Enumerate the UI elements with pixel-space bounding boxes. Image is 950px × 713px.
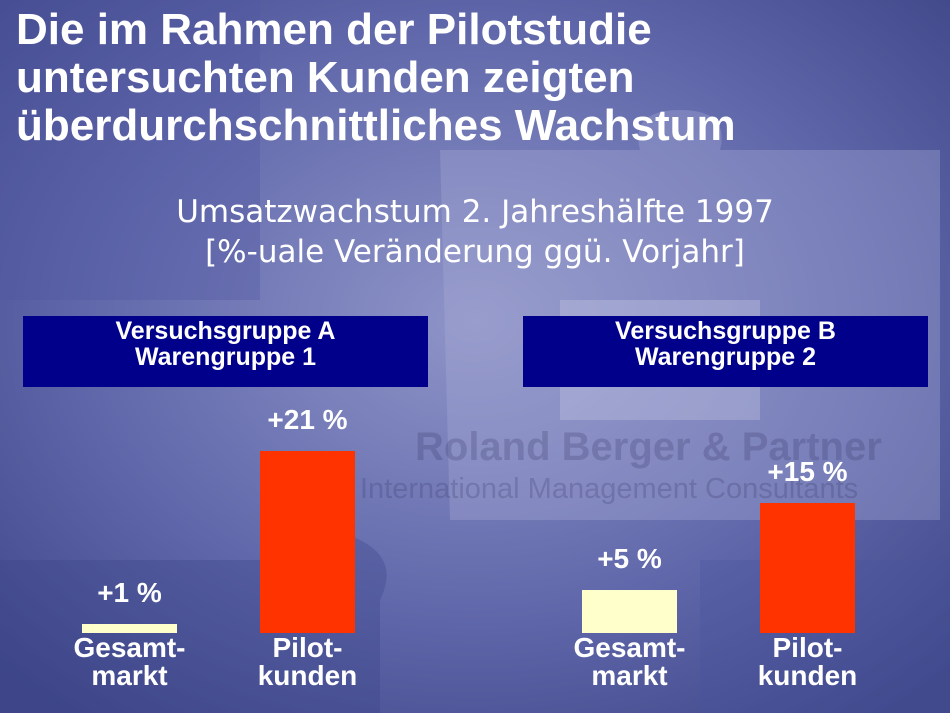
group-b-pilotkunden-category-label-line-2: kunden xyxy=(757,660,858,691)
watermark-company-name: Roland Berger & Partner xyxy=(415,425,882,469)
group-a-header: Versuchsgruppe A Warengruppe 1 xyxy=(23,316,428,387)
slide-title-line-1: Die im Rahmen der Pilotstudie xyxy=(16,5,652,54)
group-b-pilotkunden-category-label-line-1: Pilot- xyxy=(772,632,843,663)
group-a-pilotkunden-bar xyxy=(260,451,355,633)
chart-subtitle: Umsatzwachstum 2. Jahreshälfte 1997 [%-u… xyxy=(0,192,950,272)
group-b-pilotkunden-value-label: +15 % xyxy=(767,456,848,487)
group-b-gesamtmarkt-category-label: Gesamt-markt xyxy=(550,634,710,690)
group-b-gesamtmarkt-category-label-line-1: Gesamt- xyxy=(573,632,686,663)
slide-title-line-3: überdurchschnittliches Wachstum xyxy=(16,101,736,150)
slide-title-line-2: untersuchten Kunden zeigten xyxy=(16,53,635,102)
group-a-gesamtmarkt-category-label-line-2: markt xyxy=(91,660,168,691)
group-a-gesamtmarkt-category-label: Gesamt-markt xyxy=(50,634,210,690)
group-b-gesamtmarkt-bar xyxy=(582,590,677,633)
slide-title: Die im Rahmen der Pilotstudie untersucht… xyxy=(16,6,936,150)
group-a-gesamtmarkt-value-label: +1 % xyxy=(97,577,162,608)
watermark-company-tagline: International Management Consultants xyxy=(360,473,859,505)
group-b-pilotkunden-bar xyxy=(760,503,855,633)
group-b-header: Versuchsgruppe B Warengruppe 2 xyxy=(523,316,928,387)
chart-subtitle-line-1: Umsatzwachstum 2. Jahreshälfte 1997 xyxy=(176,194,774,230)
group-b-pilotkunden-category-label: Pilot-kunden xyxy=(728,634,888,690)
group-b-gesamtmarkt-category-label-line-2: markt xyxy=(591,660,668,691)
group-a-pilotkunden-value-label: +21 % xyxy=(267,404,348,435)
group-a-gesamtmarkt-category-label-line-1: Gesamt- xyxy=(73,632,186,663)
group-a-pilotkunden-category-label-line-1: Pilot- xyxy=(272,632,343,663)
group-a-subtitle: Warengruppe 1 xyxy=(134,343,317,371)
group-b-subtitle: Warengruppe 2 xyxy=(634,343,817,371)
group-a-gesamtmarkt-bar xyxy=(82,624,177,633)
group-a-pilotkunden-category-label-line-2: kunden xyxy=(257,660,358,691)
group-a-pilotkunden-category-label: Pilot-kunden xyxy=(228,634,388,690)
group-a-title: Versuchsgruppe A xyxy=(115,317,336,345)
chart-subtitle-line-2: [%-uale Veränderung ggü. Vorjahr] xyxy=(205,234,745,270)
group-b-gesamtmarkt-value-label: +5 % xyxy=(597,543,662,574)
group-b-title: Versuchsgruppe B xyxy=(615,317,836,345)
